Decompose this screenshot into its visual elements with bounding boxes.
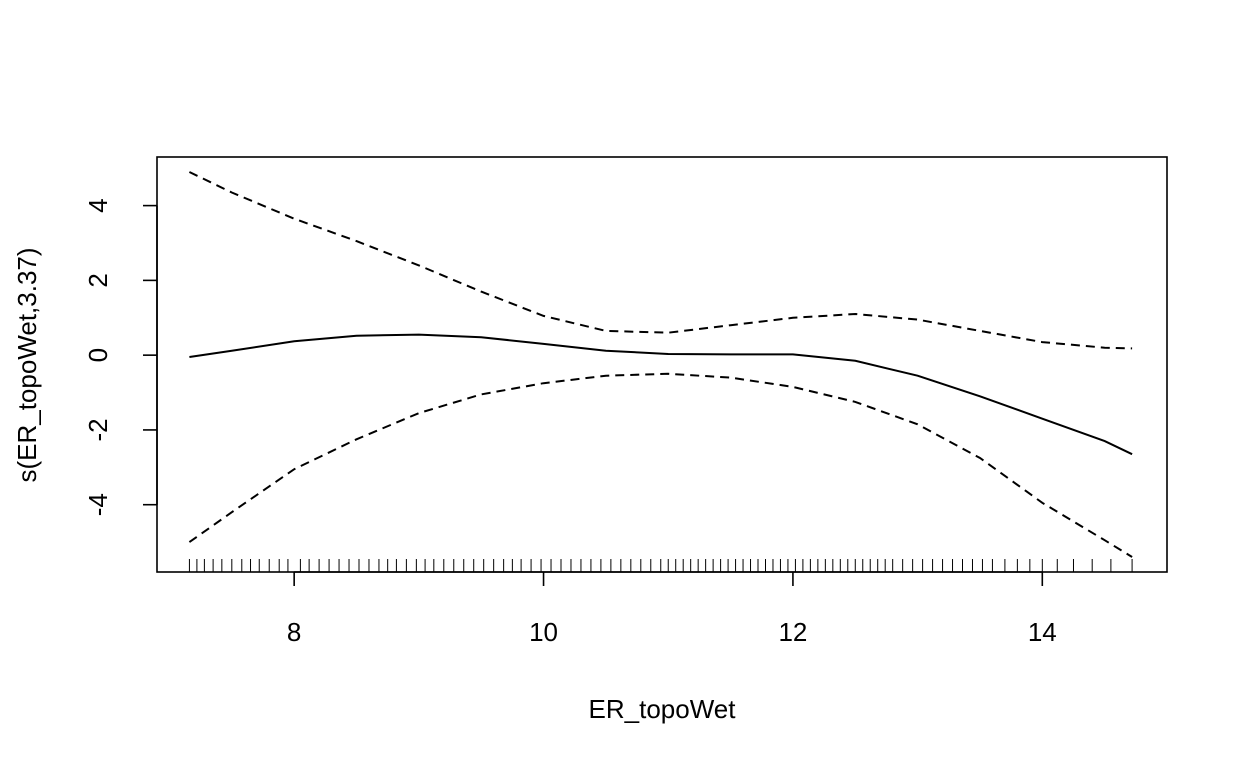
x-axis: 8 10 12 14 <box>287 571 1057 647</box>
x-tick-label: 12 <box>778 617 807 647</box>
smooth-fit-line <box>189 333 1133 456</box>
x-tick-label: 8 <box>287 617 301 647</box>
y-axis: -4 -2 0 2 4 <box>83 198 158 516</box>
y-tick-label: -2 <box>83 418 113 441</box>
rug-marks <box>188 559 1133 572</box>
y-tick-label: -4 <box>83 493 113 516</box>
y-axis-label: s(ER_topoWet,3.37) <box>12 247 42 482</box>
upper-confidence-band <box>188 171 1133 350</box>
y-tick-label: 0 <box>83 348 113 362</box>
lower-confidence-band <box>188 372 1133 558</box>
x-tick-label: 14 <box>1028 617 1057 647</box>
x-axis-label: ER_topoWet <box>589 694 737 724</box>
x-tick-label: 10 <box>529 617 558 647</box>
plot-frame <box>156 156 1168 573</box>
y-tick-label: 4 <box>83 198 113 212</box>
y-tick-label: 2 <box>83 273 113 287</box>
smooth-curves <box>188 171 1133 558</box>
